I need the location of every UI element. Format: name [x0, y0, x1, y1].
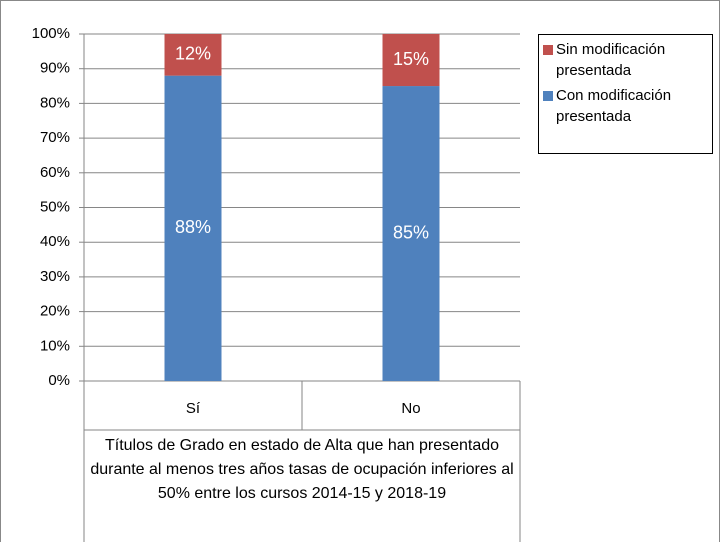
y-tick-label: 30% [40, 268, 70, 285]
legend-label: Con modificación presentada [556, 87, 672, 125]
legend-swatch [543, 45, 553, 55]
legend-label: Sin modificación presentada [556, 41, 666, 79]
y-tick-label: 90% [40, 60, 70, 77]
bar-segment [164, 75, 222, 381]
y-tick-label: 50% [40, 198, 70, 215]
data-label: 15% [393, 49, 429, 69]
bar-segment [382, 86, 440, 382]
y-tick-label: 60% [40, 164, 70, 181]
y-tick-label: 0% [48, 372, 70, 389]
y-tick-label: 70% [40, 129, 70, 146]
bar-segment [382, 34, 440, 87]
x-tick-label: No [401, 400, 420, 417]
legend-entry: Sin modificación presentada [543, 39, 708, 81]
legend-entry: Con modificación presentada [543, 85, 708, 127]
data-label: 88% [175, 217, 211, 237]
data-label: 12% [175, 44, 211, 64]
bar-segment [164, 34, 222, 76]
x-tick-label: Sí [186, 400, 201, 417]
y-tick-label: 80% [40, 94, 70, 111]
y-tick-label: 20% [40, 303, 70, 320]
x-group-label: Títulos de Grado en estado de Alta que h… [90, 437, 514, 502]
legend: Sin modificación presentada Con modificac… [538, 34, 713, 154]
data-label: 85% [393, 222, 429, 242]
y-tick-label: 100% [32, 25, 70, 42]
y-tick-label: 40% [40, 233, 70, 250]
y-tick-label: 10% [40, 337, 70, 354]
legend-swatch [543, 91, 553, 101]
